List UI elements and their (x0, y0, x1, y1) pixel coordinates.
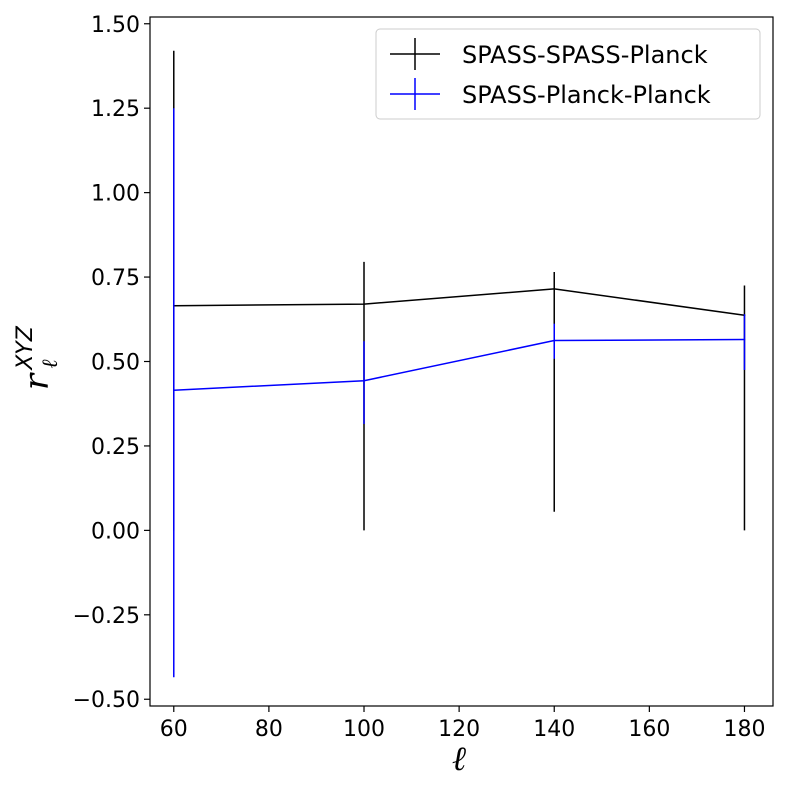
data-point (553, 288, 556, 290)
x-tick-label: 160 (628, 717, 670, 742)
x-tick-label: 60 (160, 717, 188, 742)
data-point (363, 303, 365, 305)
ticks-layer: 60 80 100 120 140 160 180 −0.50 −0.25 0.00 0.25 0.5… (73, 13, 766, 742)
y-tick-label: 1.25 (91, 97, 140, 122)
x-tick-label: 120 (438, 717, 480, 742)
y-axis-label-base: r (17, 372, 57, 390)
y-axis-label-superscript: XYZ (13, 325, 38, 371)
legend-entry-1: SPASS-SPASS-Planck (390, 38, 708, 70)
y-tick-label: 0.00 (91, 519, 140, 544)
x-axis-label: ℓ (452, 739, 466, 779)
x-tick-label: 80 (255, 717, 283, 742)
legend-box (375, 28, 761, 120)
data-point (172, 389, 175, 392)
legend-label: SPASS-Planck-Planck (462, 81, 711, 109)
legend: SPASS-SPASS-Planck SPASS-Planck-Planck (375, 28, 761, 120)
y-tick-label: 1.50 (91, 13, 140, 38)
x-tick-label: 180 (723, 717, 765, 742)
y-tick-label: 0.75 (91, 266, 140, 291)
series-2 (172, 108, 746, 678)
y-axis-label: r ℓ XYZ (13, 325, 63, 390)
x-tick-label: 100 (343, 717, 385, 742)
series-line (173, 288, 745, 316)
data-point (363, 379, 365, 382)
y-tick-label: 0.25 (91, 435, 140, 460)
legend-label: SPASS-SPASS-Planck (462, 41, 708, 69)
y-tick-label: −0.25 (73, 604, 140, 629)
series-layer (172, 50, 746, 678)
y-tick-label: 0.50 (91, 351, 140, 376)
plot-frame (149, 16, 774, 707)
series-line (173, 338, 745, 391)
data-point (743, 338, 746, 341)
y-tick-label: 1.00 (91, 182, 140, 207)
legend-entry-2: SPASS-Planck-Planck (390, 78, 711, 110)
y-axis-label-subscript: ℓ (38, 359, 63, 369)
x-tick-label: 140 (533, 717, 575, 742)
y-tick-label: −0.50 (73, 688, 140, 713)
legend-entries: SPASS-SPASS-Planck SPASS-Planck-Planck (390, 38, 711, 110)
data-point (553, 339, 556, 342)
